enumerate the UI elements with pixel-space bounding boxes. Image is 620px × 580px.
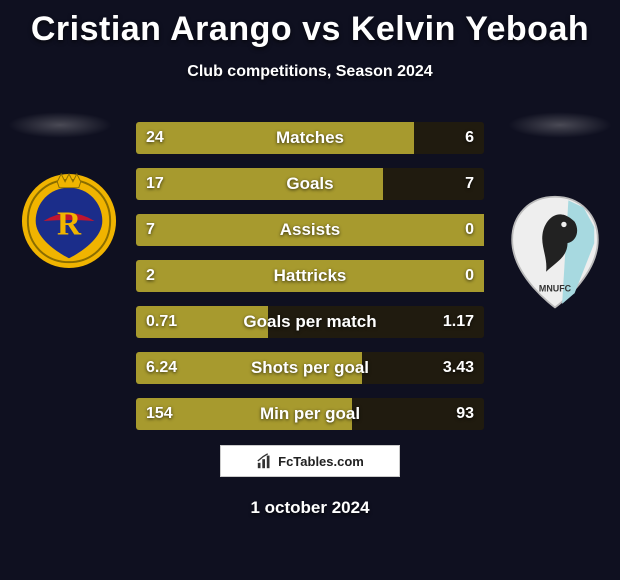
team-crest-left: R	[20, 172, 118, 270]
footer-site-text: FcTables.com	[278, 454, 364, 469]
bar-row: Shots per goal6.24 3.43	[136, 352, 484, 384]
bar-label: Min per goal	[136, 398, 484, 430]
bar-label: Assists	[136, 214, 484, 246]
bar-value-right: 6	[455, 122, 484, 154]
bar-value-left: 154	[136, 398, 183, 430]
bar-value-left: 24	[136, 122, 174, 154]
footer-date: 1 october 2024	[0, 498, 620, 518]
bar-value-right: 3.43	[433, 352, 484, 384]
team-crest-right: MNUFC	[510, 195, 600, 311]
bar-value-right: 0	[455, 260, 484, 292]
subtitle: Club competitions, Season 2024	[0, 63, 620, 81]
bar-value-left: 0.71	[136, 306, 187, 338]
bar-value-right: 1.17	[433, 306, 484, 338]
crest-left-crown	[57, 174, 81, 188]
crest-right-text: MNUFC	[539, 283, 572, 293]
bar-row: Assists7 0	[136, 214, 484, 246]
bar-value-right: 93	[446, 398, 484, 430]
bar-value-right: 0	[455, 214, 484, 246]
bar-value-left: 17	[136, 168, 174, 200]
bar-value-left: 7	[136, 214, 165, 246]
comparison-bars: Matches246Goals177Assists70Hattricks20Go…	[136, 122, 484, 444]
crest-left-svg: R	[20, 172, 118, 270]
bar-row: Goals per match0.71 1.17	[136, 306, 484, 338]
crest-left-letter: R	[57, 206, 82, 243]
bar-label: Matches	[136, 122, 484, 154]
bar-row: Matches24 6	[136, 122, 484, 154]
bar-label: Hattricks	[136, 260, 484, 292]
footer-site-badge: FcTables.com	[220, 445, 400, 477]
page-title: Cristian Arango vs Kelvin Yeboah	[0, 0, 620, 49]
crest-shadow-left	[8, 112, 112, 138]
bar-label: Goals per match	[136, 306, 484, 338]
crest-right-svg: MNUFC	[510, 195, 600, 311]
bar-value-left: 6.24	[136, 352, 187, 384]
bar-value-left: 2	[136, 260, 165, 292]
chart-icon	[256, 452, 274, 470]
bar-row: Min per goal154 93	[136, 398, 484, 430]
crest-shadow-right	[508, 112, 612, 138]
bar-row: Goals17 7	[136, 168, 484, 200]
bar-value-right: 7	[455, 168, 484, 200]
bar-label: Shots per goal	[136, 352, 484, 384]
bar-row: Hattricks2 0	[136, 260, 484, 292]
bar-label: Goals	[136, 168, 484, 200]
